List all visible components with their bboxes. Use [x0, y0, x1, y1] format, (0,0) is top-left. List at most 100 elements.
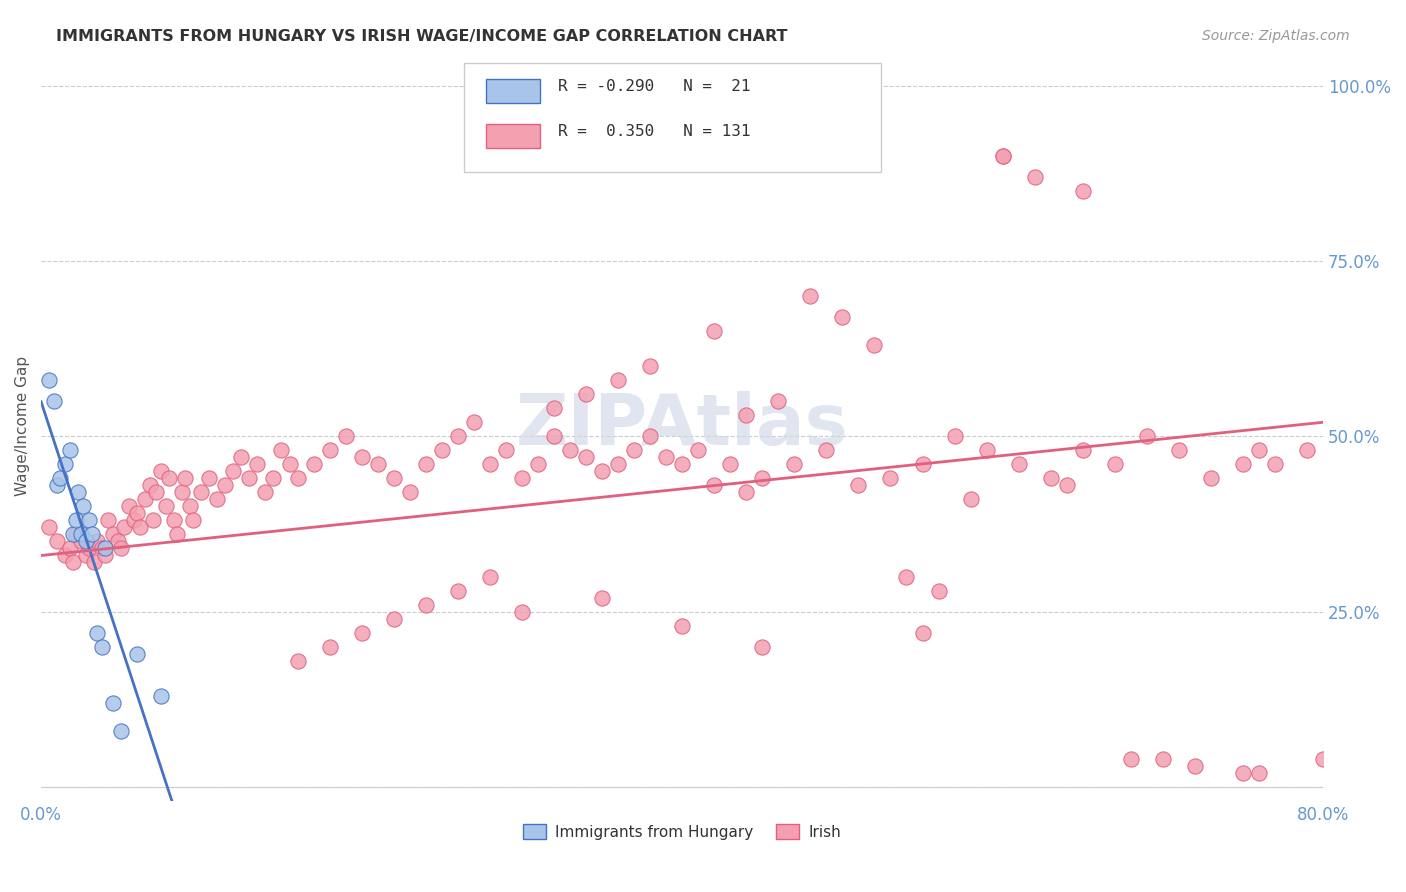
Point	[607, 458, 630, 472]
Point	[398, 485, 420, 500]
Point	[671, 618, 693, 632]
Point	[478, 458, 501, 472]
Point	[959, 492, 981, 507]
Point	[1199, 471, 1222, 485]
Point	[110, 541, 132, 556]
Point	[103, 696, 125, 710]
Point	[911, 625, 934, 640]
Point	[1104, 458, 1126, 472]
Point	[75, 549, 97, 563]
Point	[114, 520, 136, 534]
Point	[65, 513, 87, 527]
Point	[46, 534, 69, 549]
Point	[53, 549, 76, 563]
Point	[543, 429, 565, 443]
Point	[222, 464, 245, 478]
Point	[1071, 443, 1094, 458]
Point	[86, 534, 108, 549]
Point	[77, 541, 100, 556]
Point	[558, 443, 581, 458]
Point	[263, 471, 285, 485]
Point	[94, 549, 117, 563]
Point	[91, 640, 114, 654]
Point	[991, 149, 1014, 163]
Point	[367, 458, 389, 472]
Point	[591, 591, 613, 605]
Point	[815, 443, 838, 458]
Point	[848, 478, 870, 492]
Point	[430, 443, 453, 458]
Point	[65, 527, 87, 541]
Point	[150, 464, 173, 478]
Point	[607, 373, 630, 387]
Point	[703, 324, 725, 338]
Point	[911, 458, 934, 472]
Point	[415, 598, 437, 612]
Point	[174, 471, 197, 485]
Point	[183, 513, 205, 527]
Point	[976, 443, 998, 458]
Point	[190, 485, 212, 500]
Point	[127, 507, 149, 521]
Bar	[486, 124, 540, 148]
Point	[139, 478, 162, 492]
Point	[703, 478, 725, 492]
Point	[166, 527, 188, 541]
Point	[287, 471, 309, 485]
Point	[879, 471, 901, 485]
Text: R = -0.290   N =  21: R = -0.290 N = 21	[558, 79, 751, 95]
Point	[145, 485, 167, 500]
Point	[638, 429, 661, 443]
Point	[350, 450, 373, 465]
Point	[172, 485, 194, 500]
Y-axis label: Wage/Income Gap: Wage/Income Gap	[15, 356, 30, 496]
Point	[42, 394, 65, 409]
Point	[1247, 765, 1270, 780]
Point	[97, 513, 120, 527]
Point	[82, 527, 104, 541]
Point	[110, 723, 132, 738]
Point	[179, 500, 201, 514]
Point	[1184, 759, 1206, 773]
Point	[103, 527, 125, 541]
Point	[943, 429, 966, 443]
Point	[415, 458, 437, 472]
Point	[134, 492, 156, 507]
Point	[38, 520, 60, 534]
Point	[214, 478, 236, 492]
Point	[198, 471, 221, 485]
Point	[863, 338, 886, 352]
Point	[831, 310, 853, 325]
Point	[638, 359, 661, 374]
Point	[70, 534, 93, 549]
Text: Source: ZipAtlas.com: Source: ZipAtlas.com	[1202, 29, 1350, 43]
Point	[527, 458, 550, 472]
Point	[510, 605, 533, 619]
Point	[91, 541, 114, 556]
Point	[127, 647, 149, 661]
Point	[478, 569, 501, 583]
Point	[671, 458, 693, 472]
Point	[1008, 458, 1031, 472]
Text: IMMIGRANTS FROM HUNGARY VS IRISH WAGE/INCOME GAP CORRELATION CHART: IMMIGRANTS FROM HUNGARY VS IRISH WAGE/IN…	[56, 29, 787, 44]
Point	[896, 569, 918, 583]
Point	[751, 471, 773, 485]
Point	[150, 689, 173, 703]
Point	[278, 458, 301, 472]
Point	[623, 443, 645, 458]
Point	[543, 401, 565, 416]
Point	[1232, 458, 1254, 472]
Point	[94, 541, 117, 556]
Point	[1232, 765, 1254, 780]
Point	[1119, 752, 1142, 766]
Point	[1071, 184, 1094, 198]
Point	[157, 471, 180, 485]
Point	[382, 611, 405, 625]
Point	[1024, 169, 1046, 184]
Point	[207, 492, 229, 507]
Point	[86, 625, 108, 640]
Point	[688, 443, 710, 458]
Point	[59, 443, 82, 458]
Point	[254, 485, 277, 500]
Point	[1039, 471, 1062, 485]
